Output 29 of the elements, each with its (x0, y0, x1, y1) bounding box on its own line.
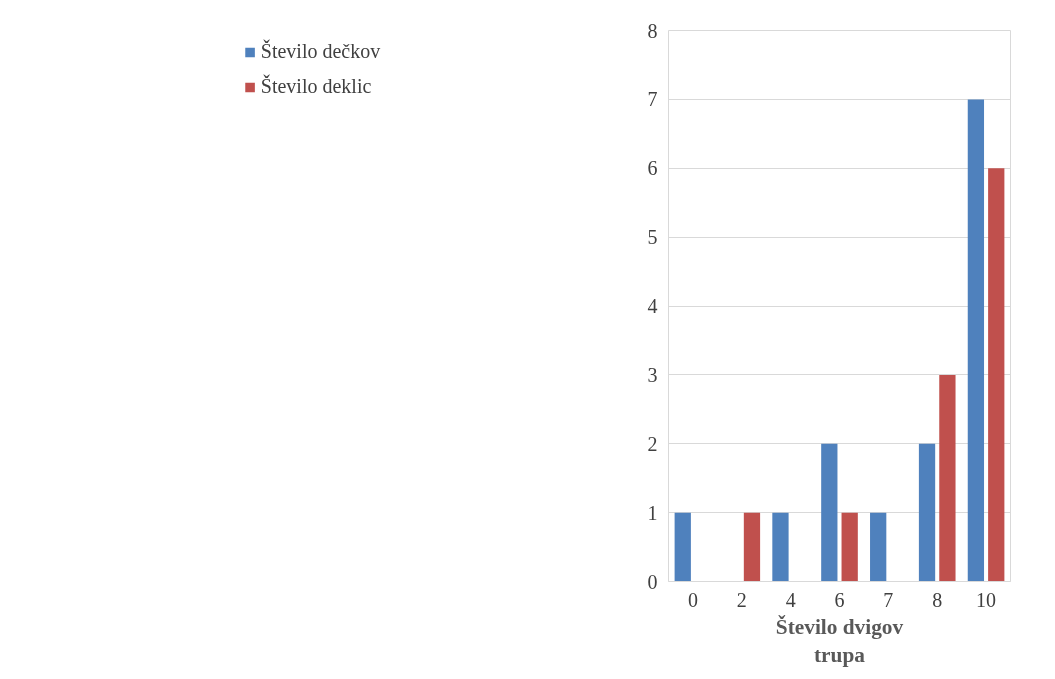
y-tick-label: 4 (647, 295, 658, 317)
bar (988, 168, 1005, 582)
x-tick-label: 10 (976, 588, 997, 611)
y-tick-label: 7 (647, 88, 658, 111)
bar (743, 512, 761, 582)
bar (674, 512, 691, 582)
bar (967, 99, 985, 582)
bar (772, 512, 789, 582)
y-tick-label: 6 (647, 157, 658, 180)
bar (939, 374, 956, 582)
legend-label: Število deklic (260, 75, 372, 98)
x-tick-label: 2 (736, 588, 747, 611)
y-tick-label: 8 (647, 19, 658, 42)
y-tick-label: 5 (647, 226, 658, 249)
y-tick-label: 3 (647, 363, 658, 386)
x-tick-label: 0 (687, 588, 698, 611)
bar (841, 512, 858, 582)
x-tick-label: 6 (834, 588, 845, 611)
x-axis-title: Število dvigov trupa (775, 614, 904, 668)
x-tick-label: 4 (785, 588, 796, 611)
y-tick-label: 2 (647, 432, 658, 455)
x-tick-label: 7 (883, 588, 894, 611)
y-tick-label: 0 (647, 570, 658, 593)
x-tick-label: 8 (932, 588, 943, 611)
bar (821, 443, 838, 582)
y-tick-label: 1 (647, 501, 658, 524)
bar (870, 512, 887, 582)
bar (918, 443, 936, 582)
legend-label: Število dečkov (260, 40, 381, 63)
